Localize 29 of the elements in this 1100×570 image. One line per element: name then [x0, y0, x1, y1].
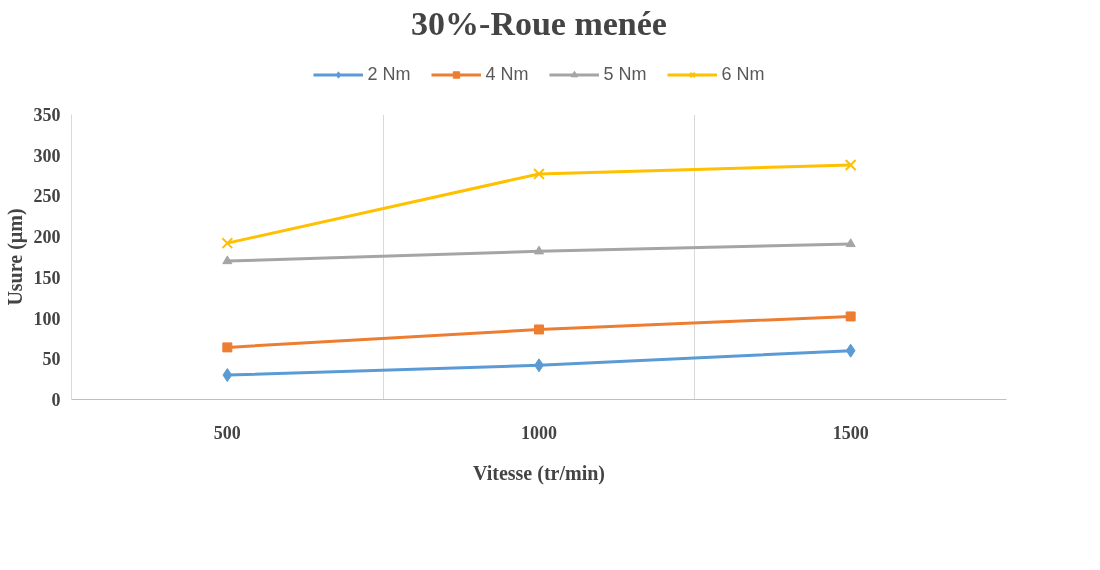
y-tick-label: 100	[33, 308, 61, 329]
point	[222, 368, 233, 383]
y-tick-label: 250	[33, 186, 61, 207]
y-tick-label: 200	[33, 227, 61, 248]
point	[534, 245, 544, 255]
point	[222, 342, 233, 353]
point	[534, 324, 544, 335]
point	[533, 167, 545, 180]
point	[845, 343, 856, 358]
y-tick-label: 300	[33, 145, 61, 166]
legend-label: 5 Nm	[603, 63, 647, 85]
x-tick-label: 1500	[832, 422, 869, 443]
legend-label: 6 Nm	[721, 63, 765, 85]
x-tick-label: 1000	[521, 422, 557, 443]
point	[222, 255, 233, 265]
chart-title: 30%-Roue menée	[411, 5, 667, 42]
x-axis-title: Vitesse (tr/min)	[473, 461, 605, 485]
point	[845, 311, 856, 322]
y-tick-label: 350	[33, 105, 61, 125]
legend-label: 4 Nm	[485, 63, 529, 85]
point	[844, 159, 857, 171]
y-tick-label: 150	[33, 267, 61, 288]
legend-label: 2 Nm	[367, 63, 411, 85]
x-tick-label: 500	[213, 422, 241, 443]
point	[221, 237, 234, 250]
point	[845, 238, 856, 248]
y-tick-label: 0	[51, 390, 61, 410]
y-axis-title: Usure (µm)	[3, 208, 27, 306]
y-tick-label: 50	[42, 349, 61, 370]
